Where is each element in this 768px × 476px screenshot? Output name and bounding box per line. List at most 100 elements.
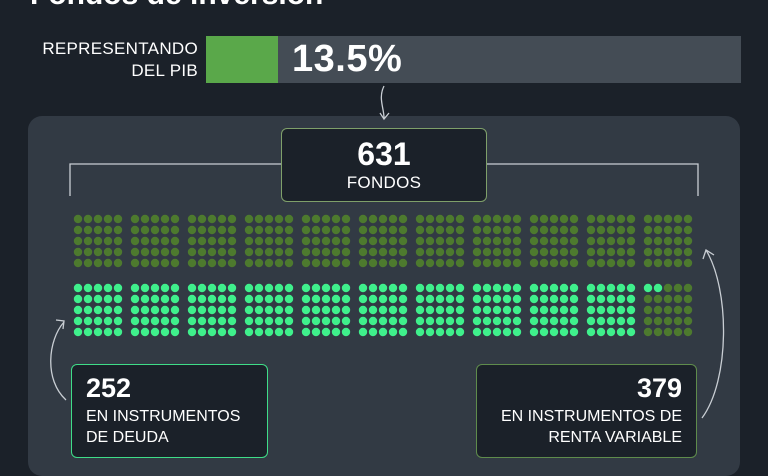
- waffle-dot: [559, 305, 569, 315]
- renta-label-line2: RENTA VARIABLE: [548, 429, 682, 446]
- waffle-dot: [227, 316, 237, 326]
- waffle-dot: [606, 247, 616, 257]
- waffle-dot: [73, 294, 83, 304]
- waffle-dot: [73, 316, 83, 326]
- waffle-dot: [160, 327, 170, 337]
- waffle-dot: [301, 283, 311, 293]
- renta-label: EN INSTRUMENTOS DE RENTA VARIABLE: [477, 406, 682, 448]
- waffle-dot: [539, 236, 549, 246]
- waffle-dot: [321, 236, 331, 246]
- waffle-dot: [321, 316, 331, 326]
- waffle-dot: [284, 214, 294, 224]
- waffle-dot: [502, 236, 512, 246]
- waffle-dot: [264, 225, 274, 235]
- waffle-dot: [170, 258, 180, 268]
- waffle-dot: [244, 214, 254, 224]
- waffle-dot: [559, 283, 569, 293]
- waffle-dot: [341, 247, 351, 257]
- waffle-dot: [197, 225, 207, 235]
- waffle-dot: [549, 214, 559, 224]
- waffle-dot: [150, 214, 160, 224]
- waffle-dot: [130, 258, 140, 268]
- waffle-dot: [388, 327, 398, 337]
- waffle-dot: [388, 214, 398, 224]
- waffle-dot: [643, 214, 653, 224]
- waffle-dot: [482, 316, 492, 326]
- waffle-dot: [331, 247, 341, 257]
- waffle-dot: [596, 214, 606, 224]
- waffle-dot: [73, 225, 83, 235]
- waffle-dot: [472, 214, 482, 224]
- waffle-dot: [549, 247, 559, 257]
- waffle-dot: [331, 283, 341, 293]
- waffle-dot: [368, 258, 378, 268]
- waffle-dot: [472, 327, 482, 337]
- waffle-dot: [227, 214, 237, 224]
- waffle-dot: [472, 316, 482, 326]
- waffle-dot: [170, 316, 180, 326]
- pib-arrow-icon: [379, 85, 390, 121]
- waffle-dot: [616, 305, 626, 315]
- waffle-dot: [559, 214, 569, 224]
- waffle-dot: [217, 214, 227, 224]
- waffle-dot: [435, 214, 445, 224]
- pib-progress-fill: [206, 36, 279, 83]
- waffle-dot: [539, 214, 549, 224]
- waffle-dot: [83, 247, 93, 257]
- waffle-dot: [673, 247, 683, 257]
- waffle-dot: [388, 316, 398, 326]
- waffle-dot: [341, 283, 351, 293]
- waffle-dot: [643, 305, 653, 315]
- waffle-dot: [549, 258, 559, 268]
- waffle-dot: [378, 327, 388, 337]
- deuda-label-line2: DE DEUDA: [86, 429, 169, 446]
- waffle-dot: [435, 305, 445, 315]
- waffle-dot: [435, 247, 445, 257]
- waffle-dot: [160, 258, 170, 268]
- waffle-dot: [398, 225, 408, 235]
- waffle-dot: [130, 236, 140, 246]
- waffle-dot: [425, 305, 435, 315]
- waffle-dot: [482, 294, 492, 304]
- waffle-dot: [83, 225, 93, 235]
- waffle-dot: [445, 294, 455, 304]
- renta-label-line1: EN INSTRUMENTOS DE: [500, 408, 682, 425]
- renta-box: 379 EN INSTRUMENTOS DE RENTA VARIABLE: [476, 364, 697, 458]
- waffle-dot: [93, 305, 103, 315]
- waffle-dot: [683, 327, 693, 337]
- waffle-dot: [73, 258, 83, 268]
- waffle-dot: [492, 258, 502, 268]
- waffle-dot: [492, 236, 502, 246]
- waffle-dot: [207, 236, 217, 246]
- waffle-dot: [140, 327, 150, 337]
- waffle-dot: [683, 305, 693, 315]
- waffle-dot: [512, 247, 522, 257]
- waffle-dot: [673, 214, 683, 224]
- waffle-dot: [244, 294, 254, 304]
- waffle-dot: [244, 283, 254, 293]
- waffle-dot: [653, 283, 663, 293]
- waffle-dot: [113, 305, 123, 315]
- waffle-dot: [492, 305, 502, 315]
- waffle-dot: [150, 316, 160, 326]
- waffle-dot: [445, 225, 455, 235]
- waffle-dot: [264, 327, 274, 337]
- waffle-dot: [217, 316, 227, 326]
- waffle-dot: [341, 294, 351, 304]
- waffle-dot: [217, 305, 227, 315]
- waffle-dot: [207, 294, 217, 304]
- waffle-dot: [388, 225, 398, 235]
- waffle-dot: [653, 316, 663, 326]
- waffle-dot: [626, 247, 636, 257]
- waffle-dot: [274, 236, 284, 246]
- waffle-dot: [160, 283, 170, 293]
- waffle-dot: [311, 294, 321, 304]
- waffle-dot: [596, 225, 606, 235]
- waffle-dot: [378, 236, 388, 246]
- waffle-dot: [586, 294, 596, 304]
- waffle-dot: [549, 305, 559, 315]
- waffle-dot: [311, 258, 321, 268]
- waffle-dot: [368, 236, 378, 246]
- waffle-dot: [284, 327, 294, 337]
- waffle-dot: [492, 294, 502, 304]
